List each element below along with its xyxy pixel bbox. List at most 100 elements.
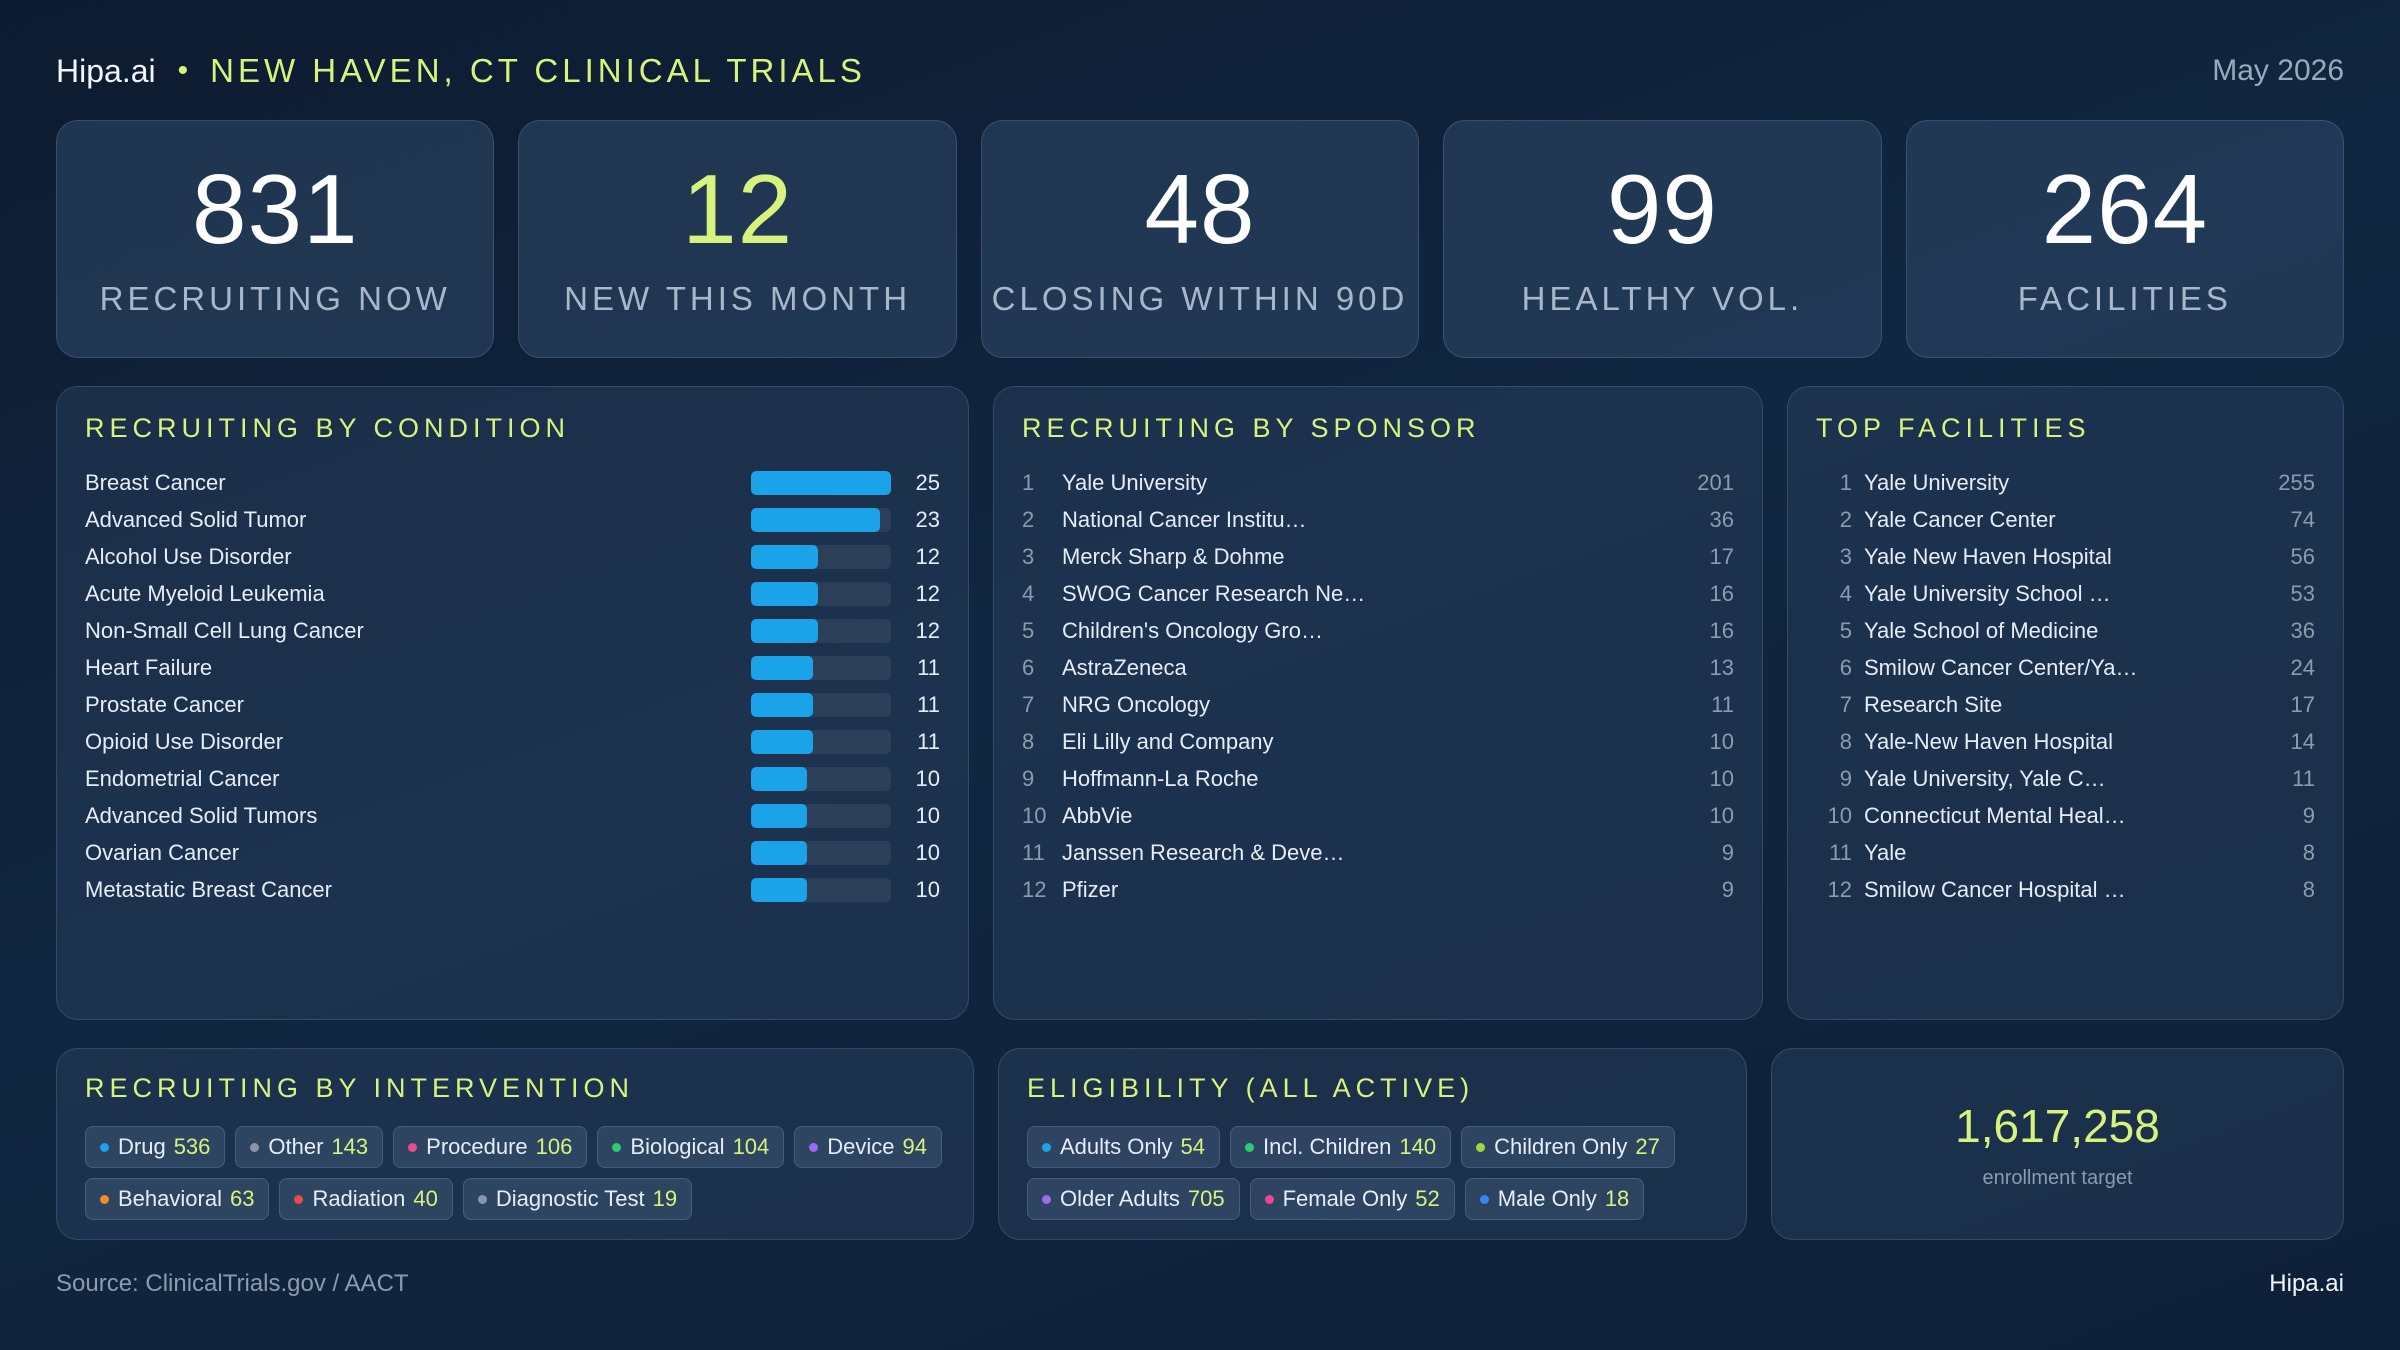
sponsor-rank: 12 (1022, 876, 1047, 902)
sponsor-count: 9 (1721, 876, 1734, 902)
sponsor-count: 11 (1711, 691, 1734, 717)
report-date: May 2026 (2212, 54, 2344, 87)
condition-name: Non-Small Cell Lung Cancer (85, 617, 364, 643)
condition-bar (751, 581, 819, 606)
sponsor-count: 36 (1709, 506, 1734, 532)
facility-name: Yale University (1864, 469, 2010, 495)
facility-panel: TOP FACILITIES 1 Yale University 255 2 Yale … (1787, 386, 2344, 1020)
facility-name: Connecticut Mental Heal… (1864, 802, 2126, 828)
intervention-chip-label: Behavioral (118, 1186, 222, 1211)
kpi-value: 12 (682, 154, 794, 264)
sponsor-name: Janssen Research & Deve… (1062, 839, 1345, 865)
facility-row: 2 Yale Cancer Center 74 (1816, 501, 2315, 538)
intervention-chip-count: 143 (331, 1134, 369, 1159)
condition-bar-track (751, 729, 891, 754)
sponsor-count: 9 (1721, 839, 1734, 865)
eligibility-chip-count: 54 (1180, 1134, 1205, 1159)
dot-icon (1042, 1142, 1051, 1152)
condition-bar-track (751, 470, 891, 495)
footer: Source: ClinicalTrials.gov / AACT Hipa.a… (56, 1270, 2344, 1298)
facility-rank: 11 (1829, 839, 1852, 865)
sponsor-count: 16 (1709, 617, 1734, 643)
intervention-chip-label: Drug (118, 1134, 166, 1159)
dot-icon (1476, 1142, 1486, 1152)
intervention-chip: Radiation 40 (279, 1178, 453, 1220)
facility-rank: 7 (1839, 691, 1852, 717)
condition-row: Opioid Use Disorder 11 (85, 723, 940, 760)
sponsor-name: Children's Oncology Gro… (1062, 617, 1323, 643)
condition-name: Ovarian Cancer (85, 839, 240, 865)
condition-panel-title: RECRUITING BY CONDITION (85, 413, 571, 443)
facility-panel-title: TOP FACILITIES (1816, 413, 2091, 443)
condition-bar (751, 803, 807, 828)
kpi-value: 99 (1606, 154, 1718, 264)
sponsor-name: AbbVie (1062, 802, 1133, 828)
condition-count: 10 (915, 839, 940, 865)
intervention-chip: Behavioral 63 (85, 1178, 270, 1220)
facility-rank: 2 (1839, 506, 1852, 532)
condition-panel: RECRUITING BY CONDITION Breast Cancer 25 A… (56, 386, 969, 1020)
facility-rank: 1 (1839, 469, 1852, 495)
condition-row: Endometrial Cancer 10 (85, 760, 940, 797)
sponsor-rank: 11 (1022, 839, 1045, 865)
eligibility-chips: Adults Only 54 Incl. Children 140 Children O… (1027, 1126, 1718, 1220)
kpi-card: 12 NEW THIS MONTH (518, 120, 957, 358)
kpi-card: 264 FACILITIES (1905, 120, 2345, 358)
sponsor-row: 12 Pfizer 9 (1022, 871, 1734, 908)
condition-bar (751, 544, 819, 569)
sponsor-list: 1 Yale University 201 2 National Cancer Inst… (1022, 464, 1734, 908)
kpi-card: 99 HEALTHY VOL. (1443, 120, 1882, 358)
facility-count: 74 (2290, 506, 2315, 532)
dot-icon (1244, 1142, 1254, 1152)
condition-bar-track (751, 840, 891, 865)
facility-name: Yale Cancer Center (1864, 506, 2056, 532)
facility-rank: 9 (1839, 765, 1852, 791)
page-title: NEW HAVEN, CT CLINICAL TRIALS (210, 52, 866, 89)
condition-name: Alcohol Use Disorder (85, 543, 292, 569)
facility-count: 36 (2290, 617, 2315, 643)
condition-row: Ovarian Cancer 10 (85, 834, 940, 871)
condition-row: Heart Failure 11 (85, 649, 940, 686)
condition-row: Advanced Solid Tumors 10 (85, 797, 940, 834)
facility-row: 12 Smilow Cancer Hospital … 8 (1816, 871, 2315, 908)
condition-bar-track (751, 655, 891, 680)
condition-bar (751, 692, 813, 717)
sponsor-count: 16 (1709, 580, 1734, 606)
kpi-row: 831 RECRUITING NOW 12 NEW THIS MONTH 48 CLOSI… (56, 120, 2345, 358)
dot-icon (250, 1142, 260, 1152)
condition-name: Opioid Use Disorder (85, 728, 284, 754)
facility-count: 24 (2290, 654, 2315, 680)
enrollment-label: enrollment target (1982, 1166, 2133, 1189)
source-note: Source: ClinicalTrials.gov / AACT (56, 1270, 409, 1297)
dot-icon (477, 1194, 487, 1204)
intervention-chip-count: 40 (413, 1186, 438, 1211)
footer-brand: Hipa.ai (2269, 1270, 2344, 1297)
condition-row: Advanced Solid Tumor 23 (85, 501, 940, 538)
condition-bar-track (751, 692, 891, 717)
sponsor-row: 2 National Cancer Institu… 36 (1022, 501, 1734, 538)
sponsor-row: 1 Yale University 201 (1022, 464, 1734, 501)
facility-name: Yale School of Medicine (1864, 617, 2099, 643)
dot-icon (809, 1142, 819, 1152)
intervention-chip: Biological 104 (597, 1126, 785, 1168)
facility-name: Yale-New Haven Hospital (1864, 728, 2114, 754)
facility-row: 7 Research Site 17 (1816, 686, 2315, 723)
eligibility-chip-count: 27 (1635, 1134, 1660, 1159)
sponsor-row: 7 NRG Oncology 11 (1022, 686, 1734, 723)
eligibility-chip: Female Only 52 (1249, 1178, 1455, 1220)
eligibility-panel: ELIGIBILITY (ALL ACTIVE) Adults Only 54 In… (998, 1048, 1747, 1240)
facility-list: 1 Yale University 255 2 Yale Cancer Center 74… (1816, 464, 2315, 908)
condition-count: 10 (915, 876, 940, 902)
eligibility-chip: Adults Only 54 (1027, 1126, 1220, 1168)
sponsor-rank: 10 (1022, 802, 1047, 828)
sponsor-row: 9 Hoffmann-La Roche 10 (1022, 760, 1734, 797)
intervention-chip-count: 94 (902, 1134, 928, 1159)
sponsor-name: Yale University (1062, 469, 1208, 495)
intervention-chip-label: Radiation (312, 1186, 406, 1211)
eligibility-chip-label: Incl. Children (1262, 1134, 1392, 1159)
condition-count: 10 (915, 802, 940, 828)
condition-name: Endometrial Cancer (85, 765, 280, 791)
condition-name: Advanced Solid Tumors (85, 802, 318, 828)
facility-name: Yale (1864, 839, 1907, 865)
condition-bar (751, 618, 819, 643)
